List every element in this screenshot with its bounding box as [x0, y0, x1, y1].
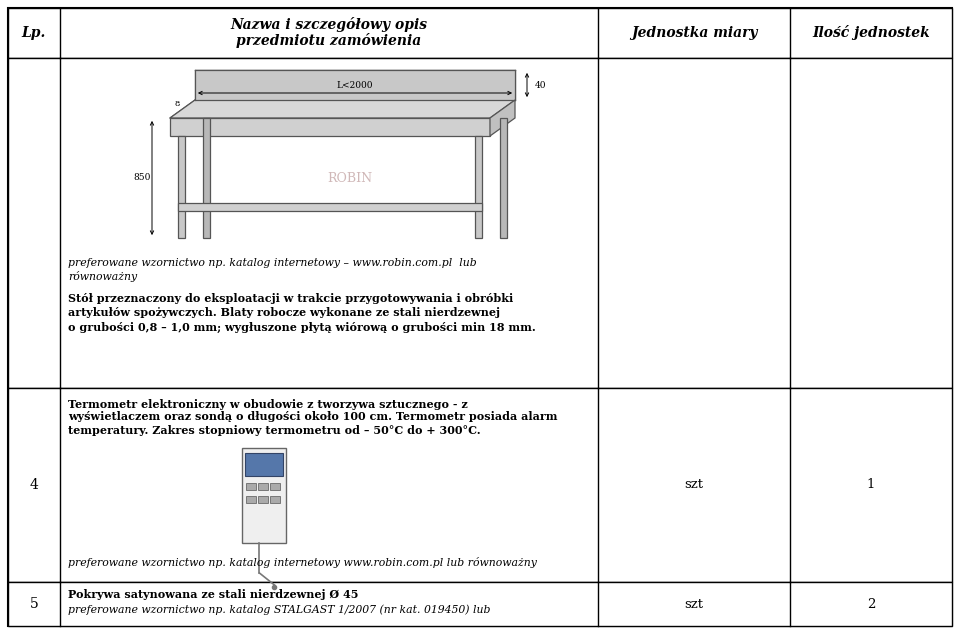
Polygon shape	[475, 136, 482, 238]
Bar	[8, 58, 952, 388]
Text: 8: 8	[175, 100, 180, 108]
Polygon shape	[178, 203, 482, 211]
Text: artykułów spożywczych. Blaty robocze wykonane ze stali nierdzewnej: artykułów spożywczych. Blaty robocze wyk…	[68, 307, 500, 318]
Text: wyświetlaczem oraz sondą o długości około 100 cm. Termometr posiada alarm: wyświetlaczem oraz sondą o długości okoł…	[68, 411, 558, 422]
Bar	[258, 483, 269, 490]
Bar	[258, 496, 269, 503]
Text: przedmiotu zamówienia: przedmiotu zamówienia	[236, 32, 421, 48]
Text: preferowane wzornictwo np. katalog internetowy – www.robin.com.pl  lub: preferowane wzornictwo np. katalog inter…	[68, 258, 477, 268]
Bar	[8, 582, 952, 626]
Text: o grubości 0,8 – 1,0 mm; wygłuszone płytą wiórową o grubości min 18 mm.: o grubości 0,8 – 1,0 mm; wygłuszone płyt…	[68, 321, 536, 333]
Text: 1: 1	[867, 479, 876, 491]
Text: Termometr elektroniczny w obudowie z tworzywa sztucznego - z: Termometr elektroniczny w obudowie z two…	[68, 399, 468, 410]
Polygon shape	[195, 70, 515, 100]
Text: 5: 5	[30, 597, 38, 611]
Text: Jednostka miary: Jednostka miary	[631, 26, 757, 40]
Bar	[247, 483, 256, 490]
Polygon shape	[500, 118, 507, 238]
Text: ROBIN: ROBIN	[327, 172, 372, 184]
Bar	[271, 483, 280, 490]
Text: preferowane wzornictwo np. katalog STALGAST 1/2007 (nr kat. 019450) lub: preferowane wzornictwo np. katalog STALG…	[68, 605, 491, 615]
Text: Stół przeznaczony do eksploatacji w trakcie przygotowywania i obróbki: Stół przeznaczony do eksploatacji w trak…	[68, 294, 514, 304]
Text: temperatury. Zakres stopniowy termometru od – 50°C do + 300°C.: temperatury. Zakres stopniowy termometru…	[68, 425, 481, 436]
Text: 2: 2	[867, 597, 876, 611]
Polygon shape	[170, 118, 490, 136]
Bar	[8, 388, 952, 582]
Text: preferowane wzornictwo np. katalog internetowy www.robin.com.pl lub równoważny: preferowane wzornictwo np. katalog inter…	[68, 557, 537, 567]
Text: szt: szt	[684, 479, 704, 491]
Bar	[247, 496, 256, 503]
Text: 4: 4	[30, 478, 38, 492]
Text: Pokrywa satynowana ze stali nierdzewnej Ø 45: Pokrywa satynowana ze stali nierdzewnej …	[68, 590, 358, 600]
Text: szt: szt	[684, 597, 704, 611]
Polygon shape	[203, 118, 210, 238]
Text: równoważny: równoważny	[68, 271, 137, 283]
Text: Ilość jednostek: Ilość jednostek	[812, 25, 930, 41]
Polygon shape	[490, 100, 515, 136]
Bar	[243, 448, 286, 543]
Text: Nazwa i szczegółowy opis: Nazwa i szczegółowy opis	[230, 16, 427, 32]
Text: 850: 850	[133, 174, 151, 183]
Text: L<2000: L<2000	[337, 82, 373, 91]
Bar	[246, 453, 283, 476]
Text: Lp.: Lp.	[22, 26, 46, 40]
Text: 40: 40	[535, 81, 546, 89]
Bar	[271, 496, 280, 503]
Polygon shape	[178, 136, 185, 238]
Polygon shape	[170, 100, 515, 118]
Bar	[8, 8, 952, 58]
